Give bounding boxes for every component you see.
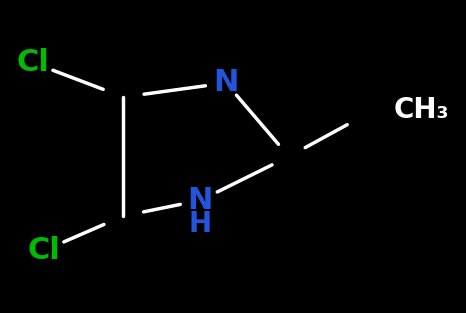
Text: N: N <box>188 186 213 215</box>
Text: H: H <box>189 210 212 238</box>
Text: Cl: Cl <box>16 48 49 77</box>
Text: CH₃: CH₃ <box>394 95 449 124</box>
Text: N: N <box>213 69 239 97</box>
Text: Cl: Cl <box>28 236 61 265</box>
